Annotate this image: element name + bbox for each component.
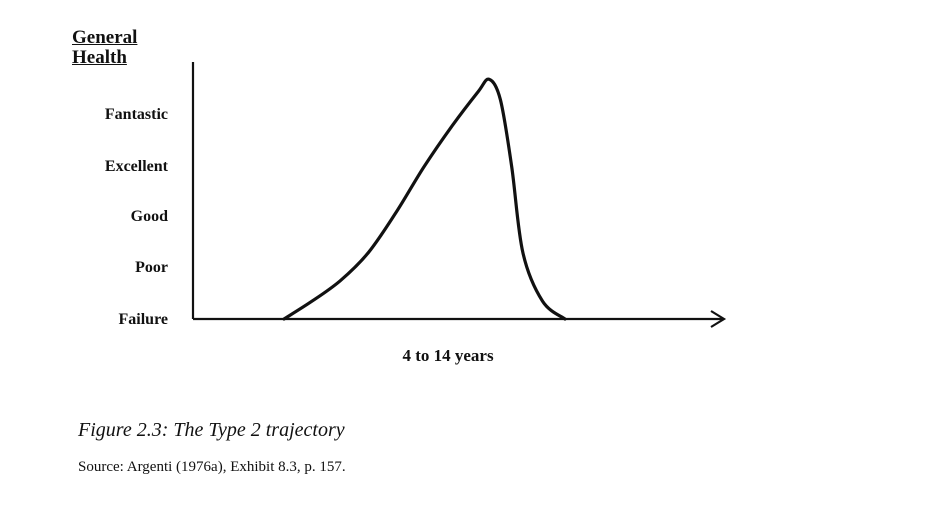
y-tick-label-good: Good	[130, 208, 168, 225]
x-axis-arrowhead	[710, 310, 727, 328]
figure-caption: Figure 2.3: The Type 2 trajectory	[78, 419, 345, 441]
y-axis-title: General Health	[72, 28, 137, 68]
y-tick-label-failure: Failure	[118, 311, 168, 328]
y-tick-label-excellent: Excellent	[104, 158, 168, 175]
figure-source: Source: Argenti (1976a), Exhibit 8.3, p.…	[78, 459, 346, 475]
trajectory-line	[282, 77, 567, 321]
x-axis-title: 4 to 14 years	[402, 346, 494, 365]
y-tick-label-fantastic: Fantastic	[104, 106, 168, 123]
y-axis-title-line1: General	[72, 27, 138, 48]
y-tick-label-poor: Poor	[135, 259, 168, 276]
y-axis-title-line2: Health	[72, 47, 127, 68]
